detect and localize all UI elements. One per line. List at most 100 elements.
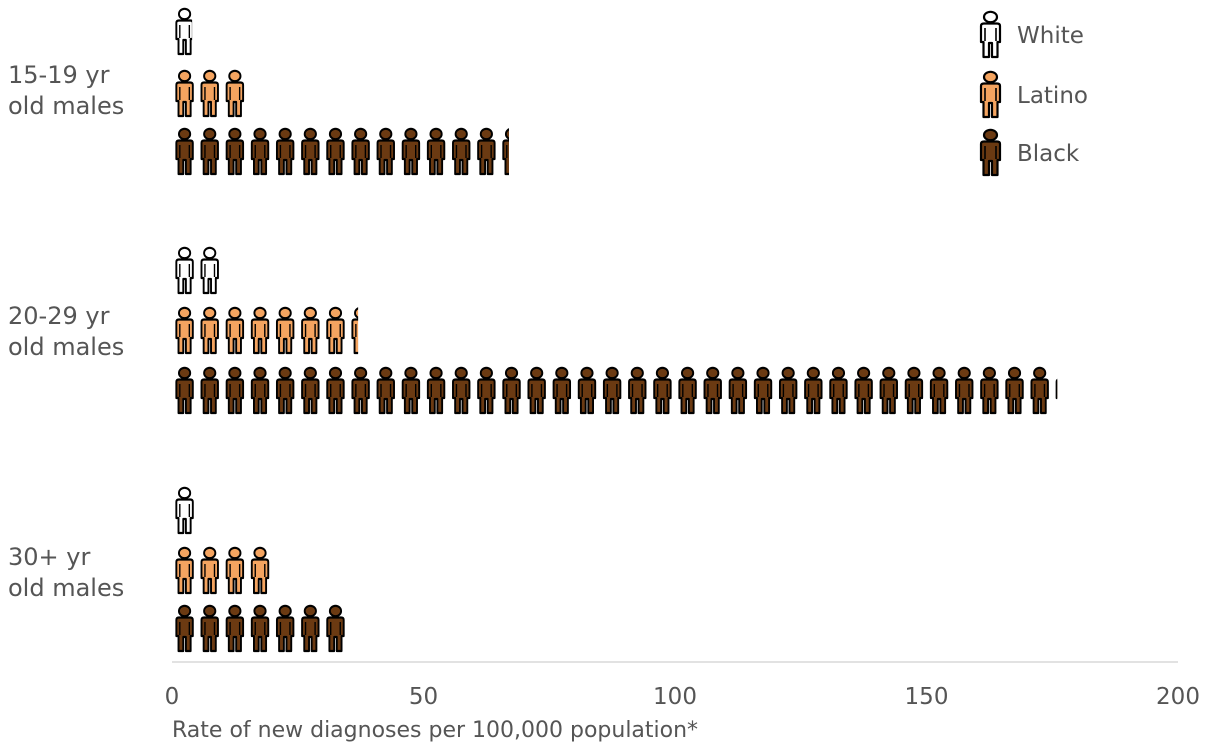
person-icon	[628, 366, 647, 415]
person-icon	[275, 366, 295, 415]
person-icon	[879, 366, 898, 415]
person-icon	[301, 366, 320, 415]
bar-black-3	[175, 604, 368, 653]
person-icon	[200, 546, 219, 595]
person-icon	[653, 366, 672, 415]
category-label: 20-29 yr old males	[8, 302, 125, 361]
person-icon	[175, 546, 194, 595]
person-icon	[275, 604, 295, 653]
person-icon	[175, 127, 194, 176]
category-label: 15-19 yr old males	[8, 61, 125, 120]
person-icon	[376, 366, 395, 415]
x-tick-label: 0	[164, 684, 180, 710]
person-icon	[175, 69, 194, 118]
person-icon	[275, 127, 295, 176]
person-icon	[225, 366, 245, 415]
person-icon	[452, 127, 471, 176]
person-icon	[577, 366, 597, 415]
bar-black-1	[175, 127, 510, 176]
person-icon	[301, 127, 320, 176]
person-icon	[250, 366, 270, 415]
person-icon	[225, 546, 245, 595]
person-icon	[829, 366, 848, 415]
person-icon	[175, 7, 193, 56]
person-icon	[250, 306, 270, 355]
x-tick-label: 100	[653, 684, 697, 710]
person-icon	[301, 306, 320, 355]
person-icon	[1030, 366, 1049, 415]
x-tick-label: 50	[408, 684, 439, 710]
person-icon	[703, 366, 722, 415]
x-tick-label: 150	[904, 684, 949, 710]
legend-label: Latino	[1017, 83, 1088, 109]
person-icon	[175, 486, 194, 535]
person-icon	[854, 366, 873, 415]
person-icon	[175, 306, 194, 355]
person-icon	[225, 604, 245, 653]
person-icon	[250, 604, 270, 653]
person-icon	[250, 127, 270, 176]
bar-latino-2	[175, 306, 359, 355]
person-icon	[351, 366, 370, 415]
bar-latino-1	[175, 69, 245, 118]
bar-white-1	[175, 7, 193, 56]
person-icon	[401, 127, 421, 176]
person-icon	[979, 128, 1002, 177]
person-icon	[200, 127, 219, 176]
person-icon	[552, 366, 572, 415]
person-icon	[979, 10, 1002, 59]
person-icon	[426, 366, 446, 415]
person-icon	[426, 127, 446, 176]
legend-label: Black	[1017, 141, 1080, 167]
person-icon	[602, 366, 622, 415]
person-icon	[351, 127, 370, 176]
person-icon	[979, 70, 1002, 119]
person-icon	[326, 306, 345, 355]
x-axis-label: Rate of new diagnoses per 100,000 popula…	[172, 718, 699, 743]
person-icon	[1055, 378, 1058, 400]
person-icon	[200, 306, 219, 355]
person-icon	[175, 246, 194, 295]
person-icon	[376, 127, 395, 176]
person-icon	[904, 366, 924, 415]
person-icon	[477, 127, 496, 176]
person-icon	[200, 366, 219, 415]
person-icon	[200, 246, 219, 295]
person-icon	[753, 366, 773, 415]
person-icon	[352, 606, 368, 651]
person-icon	[351, 307, 359, 355]
person-icon	[175, 604, 194, 653]
person-icon	[326, 604, 345, 653]
category-label: 30+ yr old males	[8, 543, 125, 602]
person-icon	[250, 546, 270, 595]
person-icon	[452, 366, 471, 415]
person-icon	[301, 604, 320, 653]
person-icon	[502, 366, 521, 415]
person-icon	[225, 69, 245, 118]
person-icon	[175, 366, 194, 415]
person-icon	[955, 366, 974, 415]
bar-latino-3	[175, 546, 270, 595]
person-icon	[527, 366, 546, 415]
person-icon	[804, 366, 823, 415]
person-icon	[502, 128, 510, 176]
person-icon	[275, 306, 295, 355]
bar-white-3	[175, 486, 194, 535]
person-icon	[225, 127, 245, 176]
person-icon	[200, 604, 219, 653]
person-icon	[678, 366, 697, 415]
person-icon	[200, 69, 219, 118]
legend-label: White	[1017, 23, 1084, 49]
person-icon	[326, 127, 345, 176]
person-icon	[1005, 366, 1024, 415]
bar-black-2	[175, 366, 1058, 415]
person-icon	[326, 366, 345, 415]
bar-white-2	[175, 246, 219, 295]
person-icon	[980, 366, 999, 415]
person-icon	[477, 366, 496, 415]
person-icon	[401, 366, 421, 415]
person-icon	[929, 366, 949, 415]
person-icon	[225, 306, 245, 355]
x-tick-label: 200	[1156, 684, 1200, 710]
